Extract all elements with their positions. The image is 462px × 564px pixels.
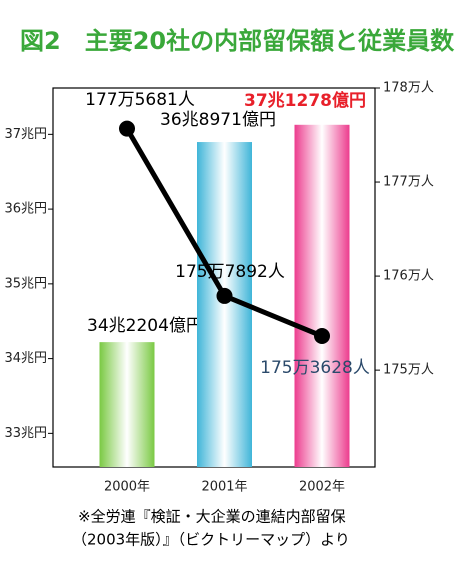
x-tick-label: 2000年: [104, 480, 150, 495]
line-point: [314, 328, 330, 345]
bar-value-label: 34兆2204億円: [87, 316, 203, 336]
y2-tick-label: 178万人: [383, 81, 434, 96]
bar: [294, 124, 350, 468]
line-value-label: 177万5681人: [85, 90, 195, 110]
chart-title: 図2 主要20社の内部留保額と従業員数: [20, 27, 455, 55]
bar-value-label: 36兆8971億円: [160, 110, 276, 130]
note-line: （2003年版）』（ビクトリーマップ）より: [72, 531, 350, 549]
line-value-label: 175万3628人: [260, 358, 370, 378]
line-point: [216, 287, 233, 304]
line-point: [119, 120, 135, 137]
y-tick-label: 33兆円: [4, 426, 47, 441]
y-tick-label: 37兆円: [4, 127, 47, 142]
y2-tick-label: 177万人: [383, 175, 434, 190]
y-tick-label: 36兆円: [4, 202, 47, 217]
y2-tick-label: 175万人: [383, 363, 434, 378]
y2-tick-label: 176万人: [383, 269, 434, 284]
x-tick-label: 2001年: [201, 480, 247, 495]
note-line: ※全労連『検証・大企業の連結内部留保: [78, 508, 346, 526]
y-tick-label: 34兆円: [4, 351, 47, 366]
bar: [99, 342, 155, 467]
line-value-label: 175万7892人: [175, 262, 285, 282]
bar-value-label: 37兆1278億円: [244, 90, 366, 111]
x-tick-label: 2002年: [299, 480, 345, 495]
y-tick-label: 35兆円: [4, 276, 47, 291]
